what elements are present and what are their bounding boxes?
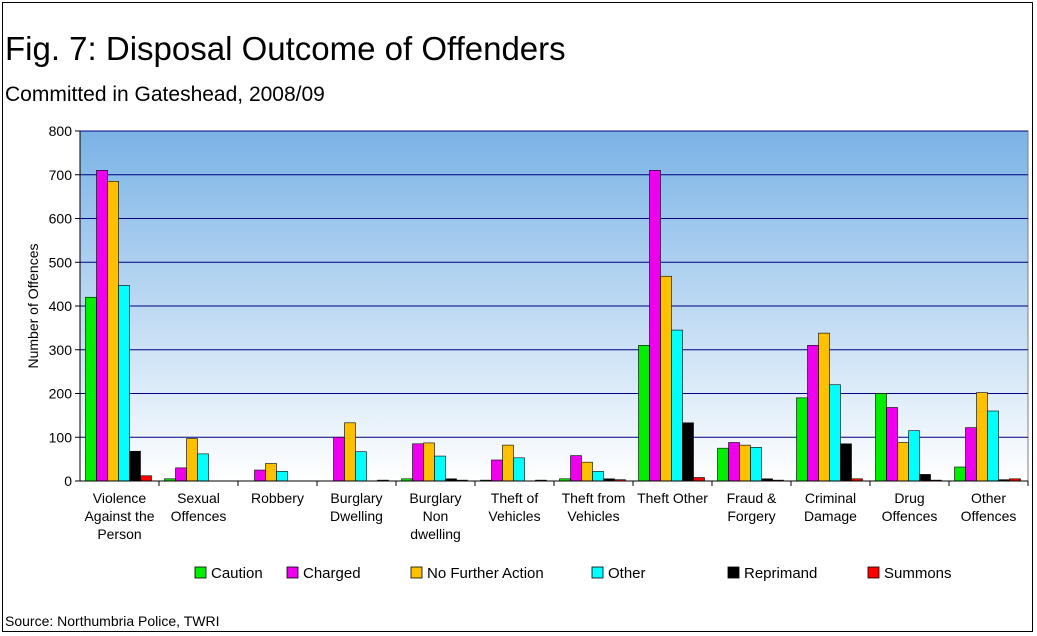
y-tick-label: 800	[49, 123, 73, 139]
x-category-label: dwelling	[410, 526, 461, 542]
bar-no-further-action	[818, 332, 830, 482]
bar-no-further-action	[265, 463, 277, 482]
bar-other	[355, 451, 367, 482]
bar-no-further-action	[344, 422, 356, 482]
x-category-label: Drug	[894, 490, 924, 506]
bar-charged	[649, 170, 661, 482]
y-axis-label: Number of Offences	[25, 243, 41, 368]
bar-charged	[96, 170, 108, 482]
bar-other	[750, 447, 762, 482]
bar-no-further-action	[502, 444, 514, 482]
bar-other	[829, 384, 841, 482]
bar-charged	[886, 407, 898, 482]
bar-no-further-action	[660, 275, 672, 482]
bar-no-further-action	[739, 444, 751, 482]
x-category-label: Offences	[882, 508, 938, 524]
y-tick-label: 300	[49, 342, 73, 358]
bar-charged	[491, 459, 503, 482]
bar-caution	[954, 466, 966, 482]
x-category-label: Violence	[93, 490, 147, 506]
x-category-label: Theft of	[491, 490, 539, 506]
x-category-label: Theft Other	[637, 490, 708, 506]
bar-no-further-action	[423, 442, 435, 482]
legend-label: Reprimand	[744, 565, 817, 582]
x-category-label: Vehicles	[488, 508, 540, 524]
bar-other	[987, 410, 999, 482]
bar-caution	[717, 447, 729, 482]
x-category-label: Sexual	[177, 490, 220, 506]
bar-charged	[965, 427, 977, 482]
bar-no-further-action	[581, 461, 593, 482]
y-tick-label: 600	[49, 211, 73, 227]
legend-label: Other	[608, 565, 646, 582]
bar-no-further-action	[897, 442, 909, 482]
legend-swatch	[410, 566, 423, 579]
y-tick-label: 700	[49, 167, 73, 183]
x-category-label: Dwelling	[330, 508, 383, 524]
bar-caution	[638, 345, 650, 482]
bar-charged	[807, 345, 819, 482]
x-category-label: Offences	[171, 508, 227, 524]
bar-other	[592, 471, 604, 482]
bar-reprimand	[840, 443, 852, 482]
bar-other	[276, 471, 288, 482]
x-category-label: Burglary	[409, 490, 461, 506]
y-tick-label: 200	[49, 386, 73, 402]
y-tick-label: 500	[49, 254, 73, 270]
bar-caution	[85, 296, 97, 482]
source-note: Source: Northumbria Police, TWRI	[5, 613, 220, 629]
bar-other	[434, 455, 446, 482]
chart-subtitle: Committed in Gateshead, 2008/09	[5, 83, 325, 106]
x-category-label: Non	[423, 508, 449, 524]
bar-charged	[412, 443, 424, 482]
legend-swatch	[867, 566, 880, 579]
legend-swatch	[727, 566, 740, 579]
bar-caution	[796, 397, 808, 482]
bar-no-further-action	[107, 181, 119, 482]
bar-no-further-action	[186, 438, 198, 482]
x-category-label: Forgery	[727, 508, 775, 524]
x-category-label: Other	[971, 490, 1006, 506]
bar-no-further-action	[976, 392, 988, 482]
x-category-label: Criminal	[805, 490, 856, 506]
bar-reprimand	[129, 450, 141, 482]
x-category-label: Offences	[961, 508, 1017, 524]
x-category-label: Against the	[84, 508, 154, 524]
legend-label: No Further Action	[427, 565, 544, 582]
bar-other	[197, 453, 209, 482]
x-category-label: Burglary	[330, 490, 382, 506]
legend-label: Caution	[211, 565, 263, 582]
legend-swatch	[286, 566, 299, 579]
bar-charged	[570, 455, 582, 482]
legend-swatch	[194, 566, 207, 579]
y-tick-label: 0	[64, 473, 72, 489]
bar-other	[118, 285, 130, 482]
x-category-label: Robbery	[251, 490, 304, 506]
bar-reprimand	[919, 474, 931, 482]
bar-charged	[333, 436, 345, 482]
x-category-label: Damage	[804, 508, 857, 524]
bar-other	[671, 329, 683, 482]
bar-charged	[175, 467, 187, 482]
legend-swatch	[591, 566, 604, 579]
y-tick-label: 400	[49, 298, 73, 314]
chart-title: Fig. 7: Disposal Outcome of Offenders	[5, 30, 566, 67]
bar-reprimand	[682, 422, 694, 482]
legend-label: Charged	[303, 565, 361, 582]
bar-charged	[254, 469, 266, 482]
bar-other	[513, 457, 525, 482]
bar-summons	[140, 475, 152, 482]
bar-other	[908, 430, 920, 482]
x-category-label: Person	[97, 526, 141, 542]
legend-label: Summons	[884, 565, 952, 582]
bar-caution	[875, 393, 887, 482]
x-category-label: Vehicles	[567, 508, 619, 524]
x-category-label: Theft from	[562, 490, 626, 506]
bar-charged	[728, 442, 740, 482]
bar-summons	[693, 477, 705, 482]
x-category-label: Fraud &	[727, 490, 777, 506]
y-tick-label: 100	[49, 429, 73, 445]
